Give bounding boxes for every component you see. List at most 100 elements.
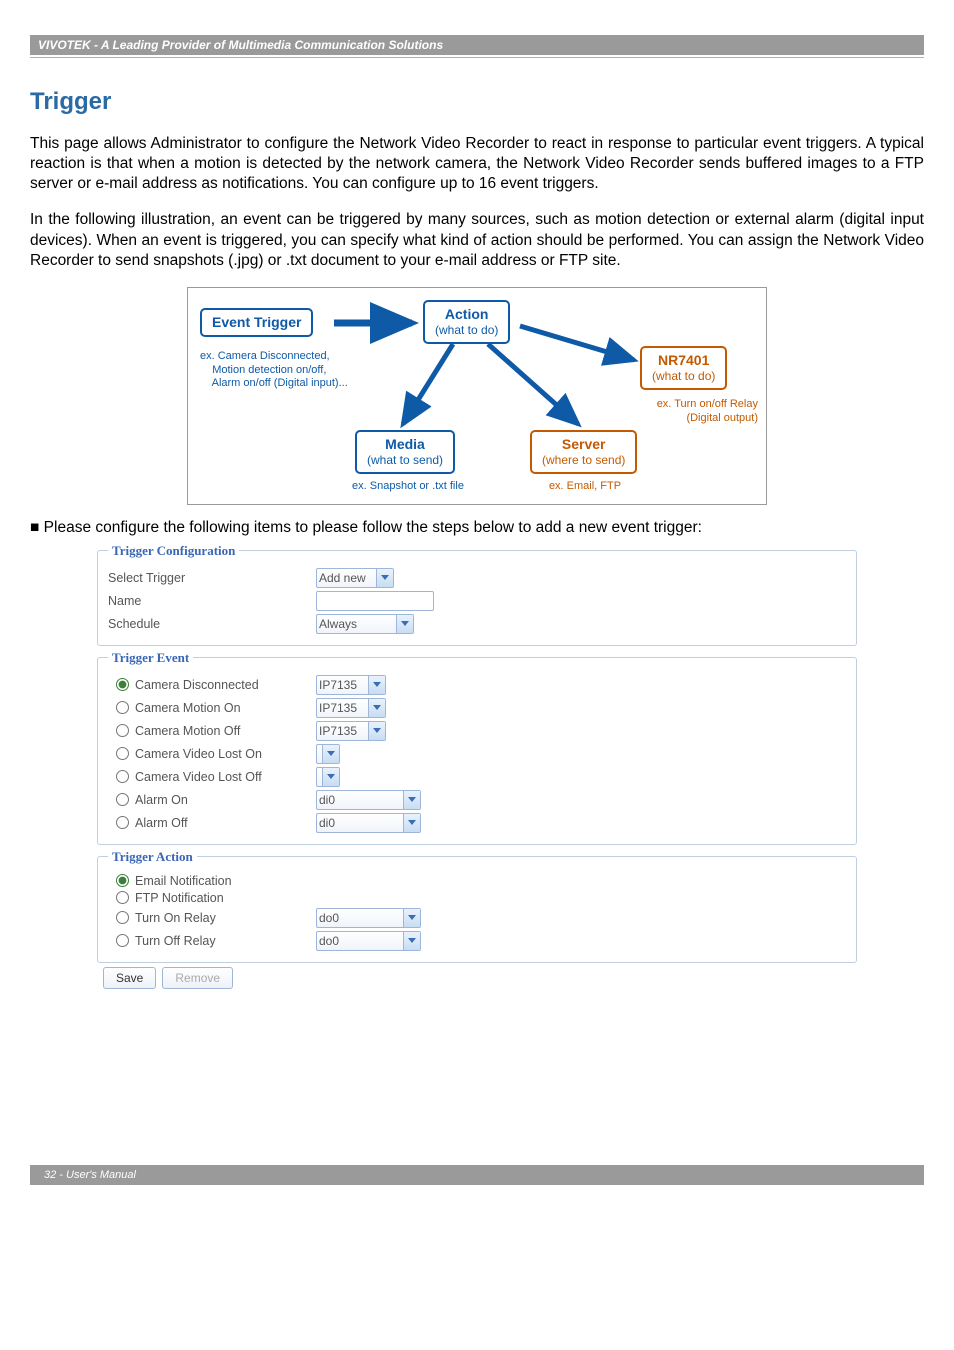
event-radio[interactable]: [116, 747, 129, 760]
server-box: Server (where to send): [530, 430, 637, 475]
legend-trigger-event: Trigger Event: [108, 650, 193, 666]
action-radio[interactable]: [116, 891, 129, 904]
action-label: FTP Notification: [135, 891, 224, 905]
event-dropdown-value: di0: [319, 816, 335, 830]
chevron-down-icon: [403, 814, 420, 832]
diagram: Event Trigger ex. Camera Disconnected, M…: [187, 287, 767, 505]
schedule-dropdown[interactable]: Always: [316, 614, 414, 634]
event-dropdown[interactable]: IP7135: [316, 721, 386, 741]
schedule-value: Always: [319, 617, 357, 631]
arrow-event-to-action: [334, 314, 424, 332]
remove-button[interactable]: Remove: [162, 967, 233, 989]
event-row: Camera Video Lost On: [108, 744, 846, 764]
nvr-caption: ex. Turn on/off Relay (Digital output): [628, 398, 758, 426]
media-box: Media (what to send): [355, 430, 455, 475]
action-row: Turn On Relay do0: [108, 908, 846, 928]
event-radio[interactable]: [116, 793, 129, 806]
event-dropdown-value: di0: [319, 793, 335, 807]
header-brand: VIVOTEK - A Leading Provider of Multimed…: [30, 35, 924, 55]
event-dropdown[interactable]: di0: [316, 813, 421, 833]
server-sub: (where to send): [542, 453, 625, 468]
chevron-down-icon: [368, 699, 385, 717]
action-radio[interactable]: [116, 874, 129, 887]
event-dropdown[interactable]: IP7135: [316, 698, 386, 718]
event-label: Camera Video Lost Off: [135, 770, 262, 784]
action-option[interactable]: Turn Off Relay: [108, 934, 308, 948]
config-panel: Trigger Configuration Select Trigger Add…: [97, 543, 857, 989]
step-line: ■ Please configure the following items t…: [30, 519, 924, 537]
media-title: Media: [367, 436, 443, 454]
action-label: Turn Off Relay: [135, 934, 216, 948]
row-name: Name: [108, 591, 846, 611]
legend-trigger-action: Trigger Action: [108, 849, 197, 865]
event-row: Alarm On di0: [108, 790, 846, 810]
event-radio[interactable]: [116, 816, 129, 829]
server-caption: ex. Email, FTP: [530, 480, 640, 494]
row-schedule: Schedule Always: [108, 614, 846, 634]
event-option[interactable]: Camera Video Lost On: [108, 747, 308, 761]
event-trigger-caption: ex. Camera Disconnected, Motion detectio…: [200, 350, 348, 391]
event-option[interactable]: Camera Motion On: [108, 701, 308, 715]
action-option[interactable]: Turn On Relay: [108, 911, 308, 925]
section-title: Trigger: [30, 88, 924, 116]
row-select-trigger: Select Trigger Add new: [108, 568, 846, 588]
button-row: Save Remove: [97, 967, 857, 989]
event-trigger-title: Event Trigger: [212, 314, 301, 332]
server-title: Server: [542, 436, 625, 454]
event-option[interactable]: Camera Video Lost Off: [108, 770, 308, 784]
event-radio[interactable]: [116, 724, 129, 737]
event-row: Alarm Off di0: [108, 813, 846, 833]
label-schedule: Schedule: [108, 617, 308, 631]
event-option[interactable]: Camera Disconnected: [108, 678, 308, 692]
chevron-down-icon: [376, 569, 393, 587]
event-radio[interactable]: [116, 770, 129, 783]
action-option[interactable]: Email Notification: [108, 874, 308, 888]
label-select-trigger: Select Trigger: [108, 571, 308, 585]
fieldset-trigger-config: Trigger Configuration Select Trigger Add…: [97, 543, 857, 646]
event-dropdown[interactable]: [316, 744, 340, 764]
arrow-action-to-media: [393, 342, 473, 434]
event-dropdown[interactable]: [316, 767, 340, 787]
event-radio[interactable]: [116, 701, 129, 714]
header-rule: [30, 57, 924, 58]
event-row: Camera Motion Off IP7135: [108, 721, 846, 741]
chevron-down-icon: [403, 909, 420, 927]
footer-bar: 32 - User's Manual: [30, 1165, 924, 1185]
select-trigger-value: Add new: [319, 571, 366, 585]
arrow-action-to-server: [484, 342, 594, 434]
media-caption: ex. Snapshot or .txt file: [338, 480, 478, 494]
event-option[interactable]: Camera Motion Off: [108, 724, 308, 738]
action-label: Email Notification: [135, 874, 232, 888]
event-trigger-box: Event Trigger: [200, 308, 313, 338]
event-label: Alarm Off: [135, 816, 188, 830]
chevron-down-icon: [322, 768, 339, 786]
event-dropdown-value: IP7135: [319, 724, 357, 738]
chevron-down-icon: [403, 932, 420, 950]
name-input[interactable]: [316, 591, 434, 611]
action-radio[interactable]: [116, 934, 129, 947]
event-label: Camera Motion On: [135, 701, 241, 715]
action-radio[interactable]: [116, 911, 129, 924]
event-option[interactable]: Alarm On: [108, 793, 308, 807]
event-row: Camera Disconnected IP7135: [108, 675, 846, 695]
select-trigger-dropdown[interactable]: Add new: [316, 568, 394, 588]
action-dropdown-value: do0: [319, 934, 339, 948]
event-dropdown[interactable]: di0: [316, 790, 421, 810]
diagram-wrap: Event Trigger ex. Camera Disconnected, M…: [30, 287, 924, 505]
footer: 32 - User's Manual: [0, 1159, 954, 1191]
save-button[interactable]: Save: [103, 967, 156, 989]
footer-text: 32 - User's Manual: [30, 1169, 136, 1181]
event-option[interactable]: Alarm Off: [108, 816, 308, 830]
action-box: Action (what to do): [423, 300, 510, 345]
event-dropdown[interactable]: IP7135: [316, 675, 386, 695]
action-label: Turn On Relay: [135, 911, 216, 925]
action-dropdown[interactable]: do0: [316, 931, 421, 951]
event-label: Camera Motion Off: [135, 724, 240, 738]
chevron-down-icon: [368, 722, 385, 740]
nvr-sub: (what to do): [652, 369, 715, 384]
action-option[interactable]: FTP Notification: [108, 891, 308, 905]
chevron-down-icon: [368, 676, 385, 694]
event-dropdown-value: IP7135: [319, 678, 357, 692]
event-radio[interactable]: [116, 678, 129, 691]
action-dropdown[interactable]: do0: [316, 908, 421, 928]
